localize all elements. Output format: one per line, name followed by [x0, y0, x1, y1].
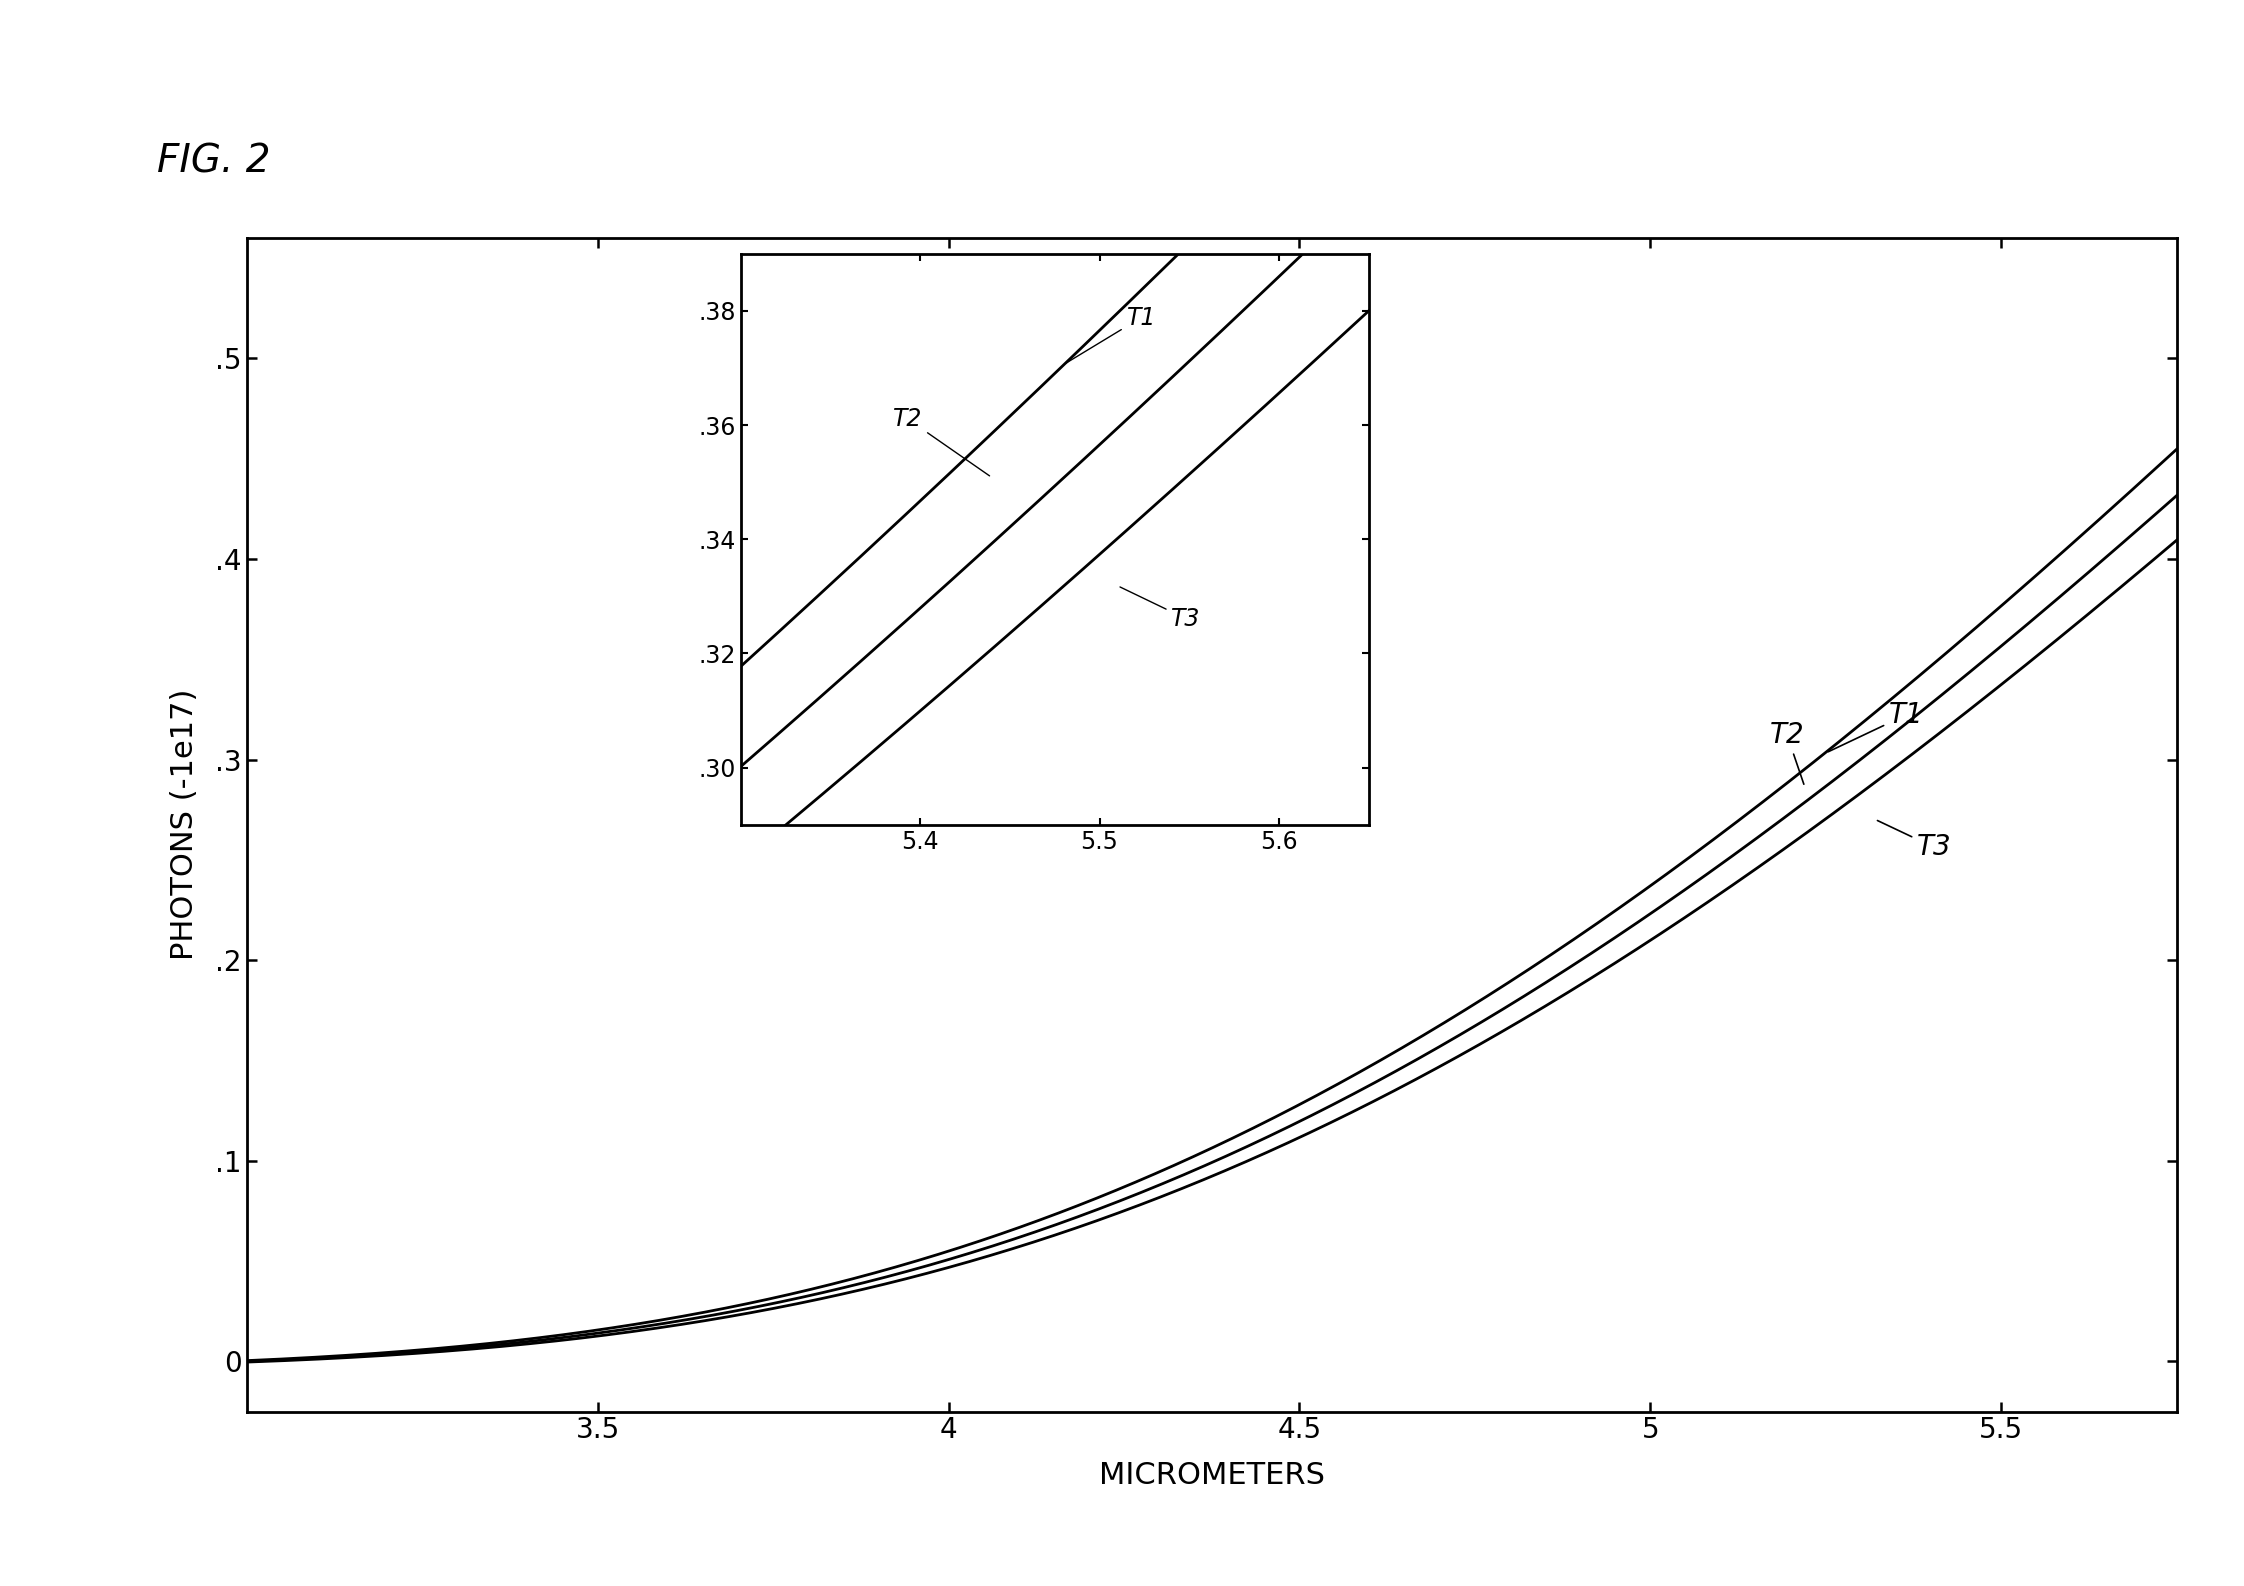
Text: T2: T2	[1771, 720, 1804, 783]
Text: T1: T1	[1829, 701, 1923, 752]
Text: FIG. 2: FIG. 2	[157, 143, 272, 181]
Text: T3: T3	[1120, 587, 1201, 631]
Text: T1: T1	[1066, 306, 1156, 363]
X-axis label: MICROMETERS: MICROMETERS	[1100, 1461, 1324, 1491]
Text: T3: T3	[1878, 820, 1952, 861]
Text: T2: T2	[893, 408, 990, 476]
Y-axis label: PHOTONS (-1e17): PHOTONS (-1e17)	[171, 688, 200, 961]
